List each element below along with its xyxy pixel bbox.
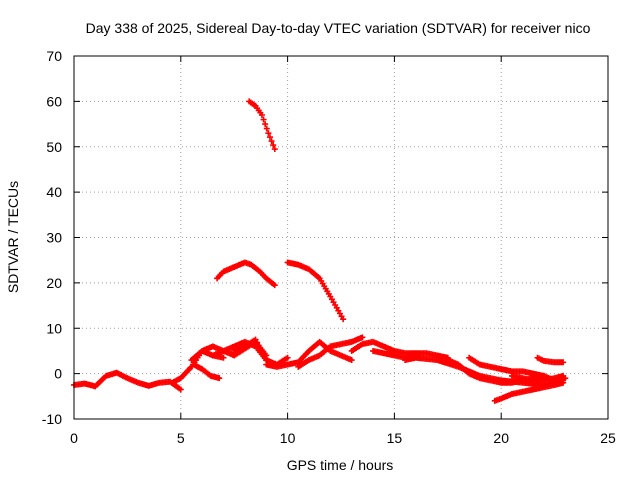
- y-tick-label: 70: [46, 48, 62, 64]
- series-s18: [534, 354, 567, 366]
- x-tick-label: 25: [600, 430, 616, 446]
- series-s7: [246, 98, 278, 153]
- data-point: [265, 130, 272, 137]
- data-point: [262, 121, 269, 128]
- data-point: [348, 357, 355, 364]
- data-point: [268, 138, 275, 145]
- data-point: [560, 379, 567, 386]
- data-point: [263, 125, 270, 132]
- x-tick-label: 15: [387, 430, 403, 446]
- data-point: [220, 354, 227, 361]
- x-tick-label: 0: [70, 430, 78, 446]
- data-point: [258, 111, 265, 118]
- data-point: [177, 386, 184, 393]
- series-s19: [508, 372, 567, 384]
- data-point: [271, 282, 278, 289]
- data-point: [284, 354, 291, 361]
- axis-ticks: 0 5 10 15 20 25 -10 0 10 20 30 40 50 60 70: [42, 48, 616, 446]
- y-tick-label: 60: [46, 93, 62, 109]
- y-axis-label: SDTVAR / TECUs: [5, 181, 21, 293]
- x-tick-label: 5: [177, 430, 185, 446]
- data-point: [560, 372, 567, 379]
- y-tick-label: 20: [46, 275, 62, 291]
- data-points: [71, 98, 569, 404]
- x-tick-label: 10: [280, 430, 296, 446]
- series-s17: [491, 379, 567, 404]
- data-point: [340, 316, 347, 323]
- data-point: [216, 375, 223, 382]
- x-tick-label: 20: [493, 430, 509, 446]
- y-tick-label: 10: [46, 320, 62, 336]
- chart-title: Day 338 of 2025, Sidereal Day-to-day VTE…: [86, 20, 591, 36]
- data-point: [266, 134, 273, 141]
- series-s11: [295, 334, 366, 370]
- data-point: [271, 146, 278, 153]
- data-point: [560, 359, 567, 366]
- grid-lines: [74, 56, 608, 419]
- x-axis-label: GPS time / hours: [287, 457, 394, 473]
- data-point: [260, 116, 267, 123]
- data-point: [270, 142, 277, 149]
- data-point: [359, 334, 366, 341]
- y-tick-label: 0: [54, 366, 62, 382]
- y-tick-label: 30: [46, 230, 62, 246]
- series-s9: [284, 259, 347, 323]
- series-s8: [214, 259, 278, 289]
- series-s10: [263, 338, 355, 370]
- series-s1: [71, 369, 184, 393]
- y-tick-label: 40: [46, 184, 62, 200]
- series-s6: [231, 336, 270, 364]
- series-s4: [190, 361, 223, 382]
- y-tick-label: -10: [42, 411, 62, 427]
- y-tick-label: 50: [46, 139, 62, 155]
